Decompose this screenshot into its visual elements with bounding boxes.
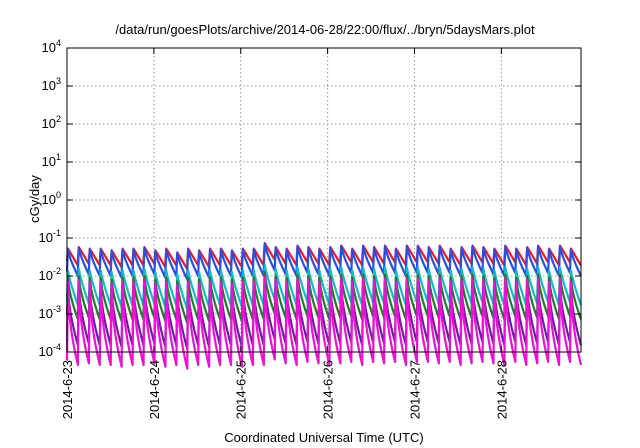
y-axis-label: cGy/day <box>27 175 42 223</box>
y-tick-label: 104 <box>42 38 61 55</box>
x-tick-label: 2014-6-28 <box>494 360 509 419</box>
x-tick-label: 2014-6-25 <box>234 360 249 419</box>
y-tick-label: 10-2 <box>39 266 61 283</box>
x-tick-label: 2014-6-27 <box>407 360 422 419</box>
series-line-6 <box>65 275 583 370</box>
y-tick-exponent: 1 <box>56 152 61 162</box>
y-tick-exponent: 3 <box>56 76 61 86</box>
y-tick-exponent: 4 <box>56 38 61 48</box>
x-tick-label: 2014-6-23 <box>60 360 75 419</box>
y-tick-label: 103 <box>42 76 61 93</box>
y-tick-label: 10-3 <box>39 304 61 321</box>
plot-frame <box>66 47 582 353</box>
y-tick-exponent: -1 <box>53 228 61 238</box>
y-tick-exponent: 0 <box>56 190 61 200</box>
y-tick-label: 10-1 <box>39 228 61 245</box>
y-tick-label: 101 <box>42 152 61 169</box>
y-tick-label: 10-4 <box>39 342 61 359</box>
y-tick-exponent: 2 <box>56 114 61 124</box>
y-tick-label: 102 <box>42 114 61 131</box>
chart-title: /data/run/goesPlots/archive/2014-06-28/2… <box>115 22 535 37</box>
x-tick-labels: 2014-6-23 2014-6-24 2014-6-25 2014-6-26 2014… <box>60 360 509 419</box>
series-line-3 <box>65 263 583 311</box>
y-tick-label: 100 <box>42 190 61 207</box>
x-tick-label: 2014-6-24 <box>147 360 162 419</box>
y-tick-exponent: -2 <box>53 266 61 276</box>
y-tick-exponent: -4 <box>53 342 61 352</box>
series-lines <box>65 241 583 370</box>
x-axis-label: Coordinated Universal Time (UTC) <box>224 430 423 445</box>
series-line-2 <box>65 242 582 281</box>
y-tick-exponent: -3 <box>53 304 61 314</box>
x-tick-label: 2014-6-26 <box>321 360 336 419</box>
